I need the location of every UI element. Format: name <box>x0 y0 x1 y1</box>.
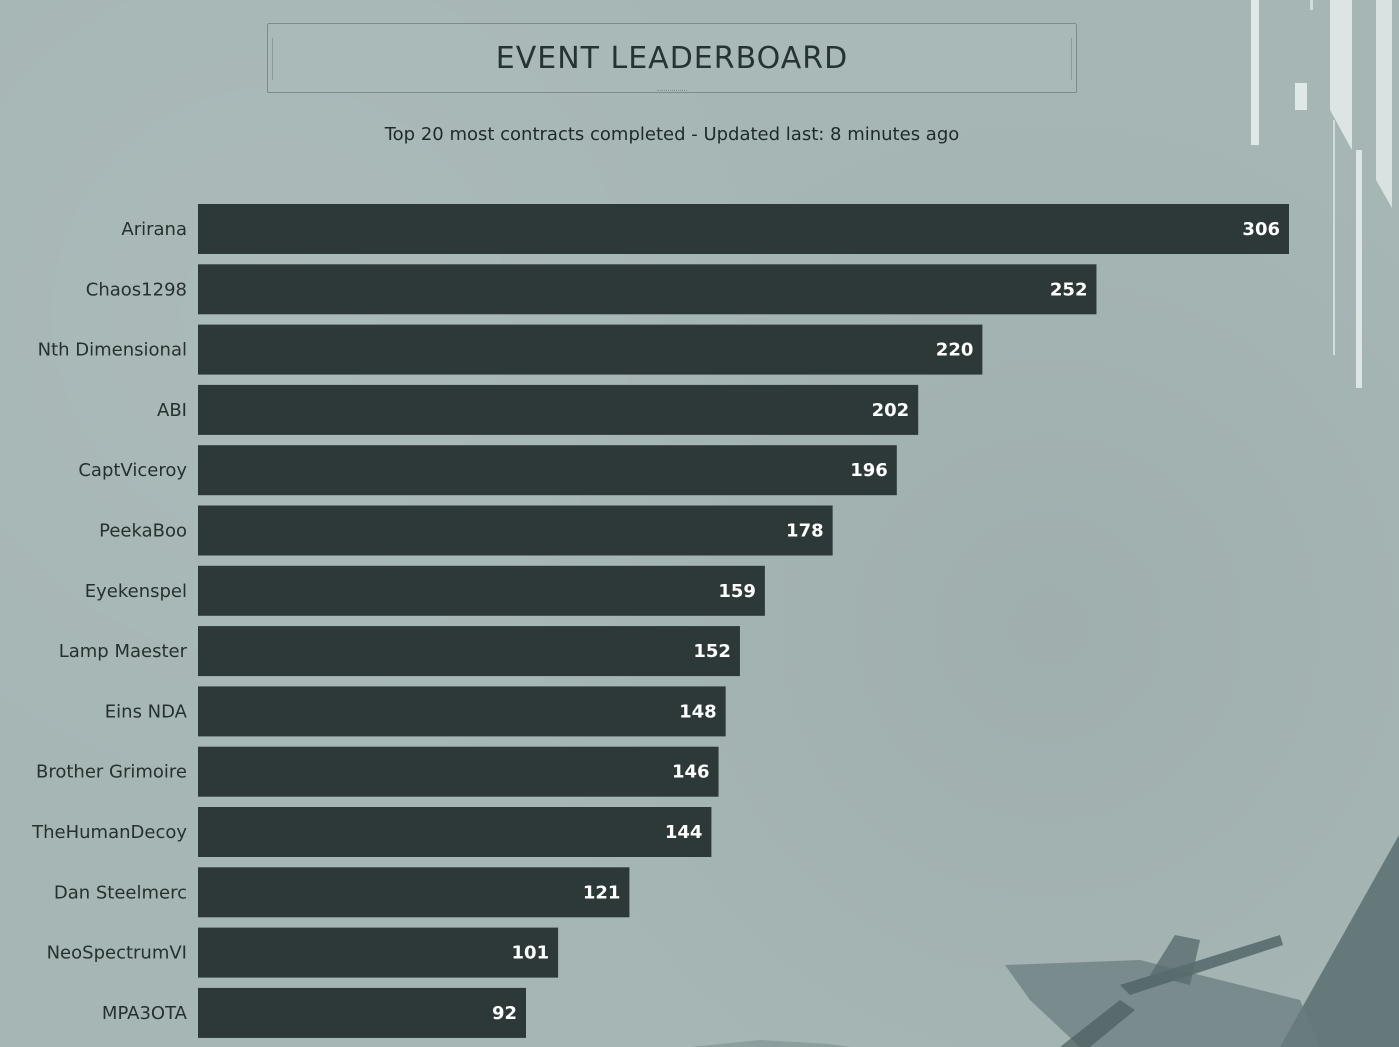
bar <box>198 807 712 857</box>
player-name-label: Chaos1298 <box>86 279 187 300</box>
bar-group: Chaos1298 252 <box>86 264 1097 315</box>
contracts-value-label: 101 <box>512 943 550 964</box>
contracts-value-label: 146 <box>672 762 710 783</box>
contracts-value-label: 178 <box>786 521 824 542</box>
contracts-value-label: 252 <box>1050 279 1088 300</box>
bar <box>198 324 983 375</box>
player-name-label: Eins NDA <box>105 701 188 722</box>
bar-group: Arirana 306 <box>121 204 1289 254</box>
bar-group: Dan Steelmerc 121 <box>54 867 630 918</box>
player-name-label: NeoSpectrumVI <box>47 943 187 964</box>
bar-group: ABI 202 <box>157 384 919 435</box>
bar-group: Eyekenspel 159 <box>85 565 765 616</box>
bar <box>198 204 1289 254</box>
bar <box>198 686 726 737</box>
contracts-value-label: 159 <box>718 581 756 602</box>
page-title: EVENT LEADERBOARD <box>495 40 849 76</box>
bar-group: Lamp Maester 152 <box>59 626 740 677</box>
bar <box>198 987 527 1038</box>
player-name-label: ABI <box>157 400 187 421</box>
bar-group: CaptViceroy 196 <box>78 445 897 496</box>
bar <box>198 746 719 797</box>
bar <box>198 505 833 556</box>
leaderboard-chart: Arirana 306 Chaos1298 252 Nth Dimensional 220… <box>31 204 1289 1038</box>
bar <box>198 867 630 918</box>
contracts-value-label: 144 <box>665 822 703 843</box>
contracts-value-label: 196 <box>850 460 888 481</box>
player-name-label: Eyekenspel <box>85 581 187 602</box>
contracts-value-label: 306 <box>1242 219 1280 240</box>
bar <box>198 626 740 677</box>
player-name-label: Dan Steelmerc <box>54 882 187 903</box>
bar-group: Eins NDA 148 <box>105 686 726 737</box>
player-name-label: Lamp Maester <box>59 641 188 662</box>
title-notch <box>657 90 687 93</box>
player-name-label: Arirana <box>121 219 187 240</box>
contracts-value-label: 92 <box>492 1003 517 1024</box>
player-name-label: CaptViceroy <box>78 460 187 481</box>
contracts-value-label: 148 <box>679 701 717 722</box>
player-name-label: Brother Grimoire <box>36 762 187 783</box>
player-name-label: Nth Dimensional <box>38 340 187 361</box>
leaderboard-subtitle: Top 20 most contracts completed - Update… <box>384 124 960 145</box>
bar <box>198 264 1097 315</box>
bar <box>198 445 897 496</box>
title-banner: EVENT LEADERBOARD <box>267 23 1077 93</box>
bar <box>198 384 919 435</box>
contracts-value-label: 220 <box>936 340 974 361</box>
contracts-value-label: 202 <box>872 400 910 421</box>
bar-group: NeoSpectrumVI 101 <box>47 927 559 978</box>
bar-group: PeekaBoo 178 <box>99 505 833 556</box>
player-name-label: PeekaBoo <box>99 521 187 542</box>
bar <box>198 927 559 978</box>
contracts-value-label: 121 <box>583 882 621 903</box>
bar-group: Brother Grimoire 146 <box>36 746 719 797</box>
bar <box>198 565 765 616</box>
contracts-value-label: 152 <box>693 641 731 662</box>
player-name-label: TheHumanDecoy <box>31 822 187 843</box>
bar-group: MPA3OTA 92 <box>102 987 527 1038</box>
bar-group: TheHumanDecoy 144 <box>31 807 712 857</box>
player-name-label: MPA3OTA <box>102 1003 188 1024</box>
bar-group: Nth Dimensional 220 <box>38 324 983 375</box>
